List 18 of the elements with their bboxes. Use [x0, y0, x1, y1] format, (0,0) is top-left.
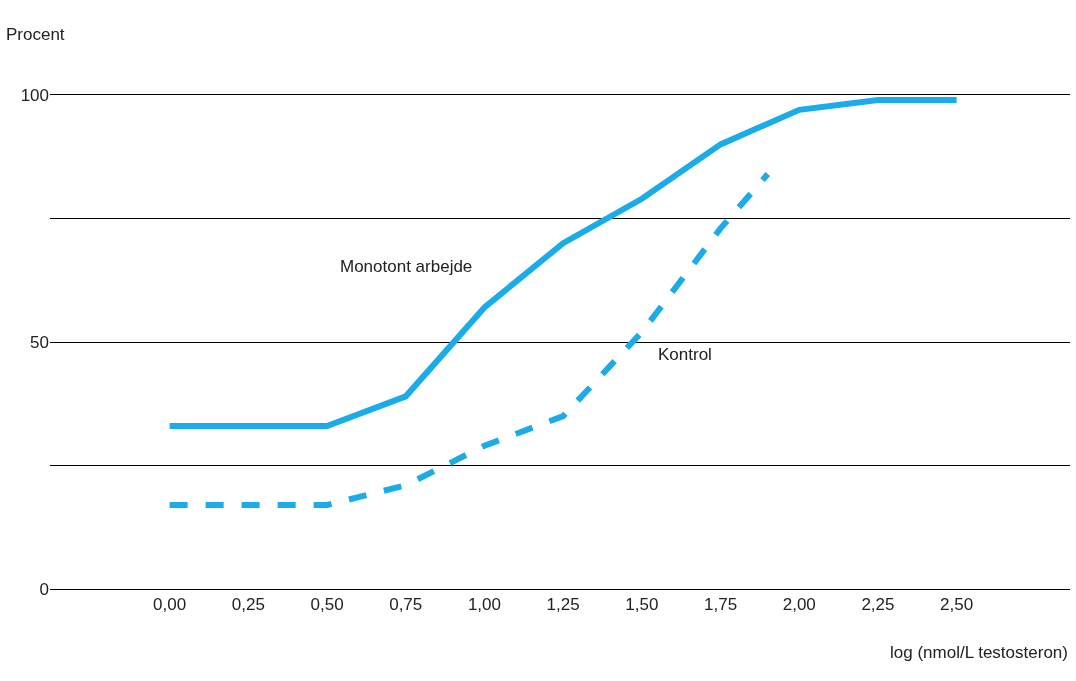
x-tick-label: 1,50: [625, 595, 659, 615]
x-tick-label: 0,25: [231, 595, 265, 615]
y-tick-label: 100: [20, 85, 49, 105]
x-tick-label: 2,25: [861, 595, 895, 615]
y-tick-label: 50: [30, 332, 49, 352]
x-tick-label: 0,00: [153, 595, 187, 615]
series-label: Kontrol: [658, 345, 712, 364]
x-axis-title: log (nmol/L testosteron): [890, 643, 1068, 662]
x-tick-label: 1,25: [546, 595, 580, 615]
x-tick-label: 2,50: [940, 595, 974, 615]
x-tick-label: 0,50: [310, 595, 344, 615]
y-tick-label: 0: [39, 579, 49, 599]
x-tick-label: 1,75: [704, 595, 738, 615]
series-label: Monotont arbejde: [340, 257, 473, 276]
x-tick-label: 0,75: [389, 595, 423, 615]
x-tick-label: 1,00: [467, 595, 501, 615]
y-axis-title: Procent: [6, 25, 65, 44]
x-tick-label: 2,00: [782, 595, 816, 615]
